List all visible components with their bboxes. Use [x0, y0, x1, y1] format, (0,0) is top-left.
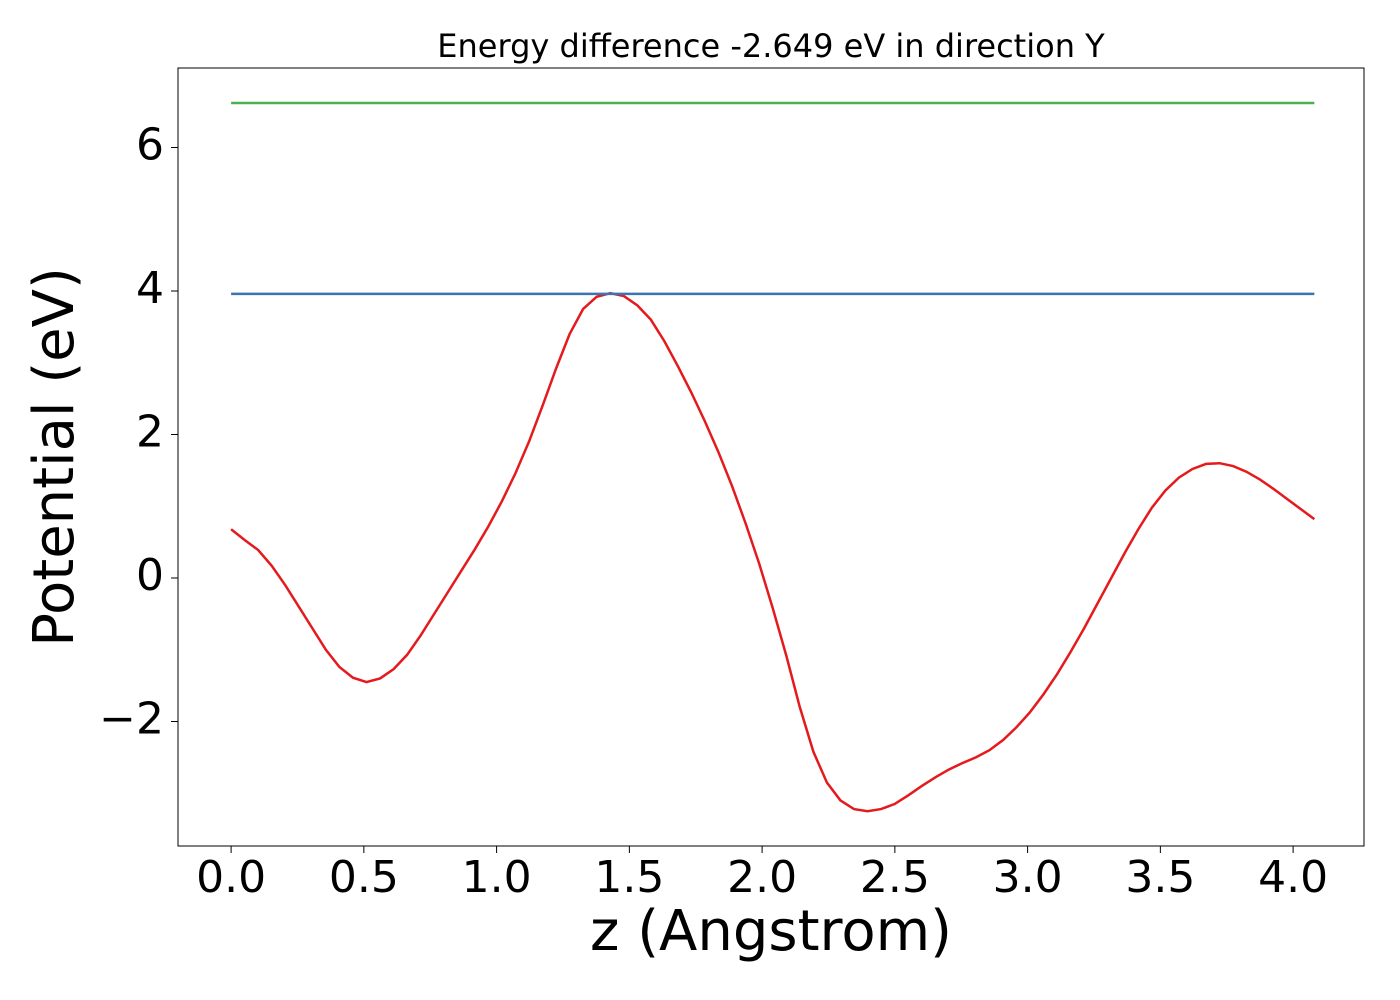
y-tick-label: 0: [136, 550, 164, 601]
x-tick-label: 3.5: [1125, 852, 1195, 903]
chart-title: Energy difference -2.649 eV in direction…: [437, 27, 1105, 65]
y-tick-label: 4: [136, 263, 164, 314]
x-tick-label: 0.0: [196, 852, 266, 903]
y-axis-label: Potential (eV): [22, 267, 87, 647]
x-tick-label: 1.0: [462, 852, 532, 903]
y-tick-label: −2: [99, 694, 164, 745]
x-axis-label: z (Angstrom): [590, 899, 952, 964]
x-tick-label: 1.5: [594, 852, 664, 903]
y-tick-label: 2: [136, 407, 164, 458]
x-tick-label: 0.5: [329, 852, 399, 903]
plot-frame: [177, 67, 1365, 847]
y-tick-label: 6: [136, 120, 164, 171]
x-tick-label: 2.0: [727, 852, 797, 903]
x-tick-label: 2.5: [860, 852, 930, 903]
x-tick-label: 4.0: [1258, 852, 1328, 903]
x-tick-label: 3.0: [993, 852, 1063, 903]
line-series: [230, 291, 1316, 813]
